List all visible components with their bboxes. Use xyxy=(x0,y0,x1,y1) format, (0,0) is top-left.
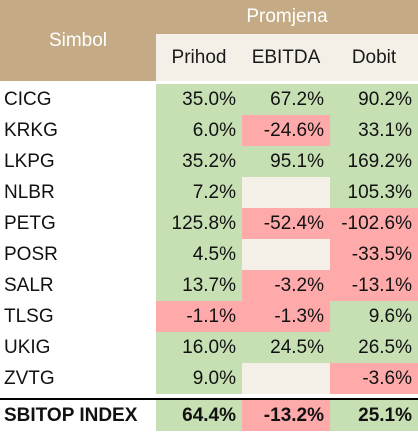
dobit-total-cell: 25.1% xyxy=(330,400,418,431)
symbol-cell: SALR xyxy=(0,270,156,301)
symbol-cell: TLSG xyxy=(0,301,156,332)
symbol-cell: PETG xyxy=(0,208,156,239)
table-row: KRKG 6.0% -24.6% 33.1% xyxy=(0,115,418,146)
table-row: PETG 125.8% -52.4% -102.6% xyxy=(0,208,418,239)
symbol-cell: CICG xyxy=(0,84,156,115)
dobit-cell: 26.5% xyxy=(330,332,418,363)
dobit-cell: -33.5% xyxy=(330,239,418,270)
table-row: UKIG 16.0% 24.5% 26.5% xyxy=(0,332,418,363)
dobit-cell: -102.6% xyxy=(330,208,418,239)
dobit-cell: 169.2% xyxy=(330,146,418,177)
index-symbol-cell: SBITOP INDEX xyxy=(0,400,156,431)
ebitda-cell: -24.6% xyxy=(242,115,330,146)
ebitda-cell xyxy=(242,239,330,270)
symbol-cell: UKIG xyxy=(0,332,156,363)
symbol-column-header: Simbol xyxy=(0,0,156,81)
prihod-cell: 35.0% xyxy=(156,84,242,115)
prihod-cell: 6.0% xyxy=(156,115,242,146)
ebitda-column-header: EBITDA xyxy=(242,34,330,81)
ebitda-cell xyxy=(242,363,330,394)
prihod-cell: 9.0% xyxy=(156,363,242,394)
table-row: LKPG 35.2% 95.1% 169.2% xyxy=(0,146,418,177)
table-row: POSR 4.5% -33.5% xyxy=(0,239,418,270)
ebitda-cell: 67.2% xyxy=(242,84,330,115)
table-row: ZVTG 9.0% -3.6% xyxy=(0,363,418,394)
ebitda-cell: -3.2% xyxy=(242,270,330,301)
prihod-cell: 35.2% xyxy=(156,146,242,177)
symbol-cell: POSR xyxy=(0,239,156,270)
prihod-total-cell: 64.4% xyxy=(156,400,242,431)
ebitda-cell: 24.5% xyxy=(242,332,330,363)
prihod-cell: 7.2% xyxy=(156,177,242,208)
dobit-cell: -3.6% xyxy=(330,363,418,394)
table-row: NLBR 7.2% 105.3% xyxy=(0,177,418,208)
ebitda-total-cell: -13.2% xyxy=(242,400,330,431)
dobit-cell: 90.2% xyxy=(330,84,418,115)
dobit-cell: 33.1% xyxy=(330,115,418,146)
symbol-cell: ZVTG xyxy=(0,363,156,394)
change-group-header: Promjena xyxy=(156,0,418,34)
symbol-cell: NLBR xyxy=(0,177,156,208)
dobit-cell: 105.3% xyxy=(330,177,418,208)
ebitda-cell: -52.4% xyxy=(242,208,330,239)
symbol-cell: KRKG xyxy=(0,115,156,146)
dobit-cell: 9.6% xyxy=(330,301,418,332)
prihod-cell: 4.5% xyxy=(156,239,242,270)
table-row: TLSG -1.1% -1.3% 9.6% xyxy=(0,301,418,332)
ebitda-cell: 95.1% xyxy=(242,146,330,177)
prihod-cell: 13.7% xyxy=(156,270,242,301)
prihod-cell: 125.8% xyxy=(156,208,242,239)
ebitda-cell: -1.3% xyxy=(242,301,330,332)
ebitda-cell xyxy=(242,177,330,208)
table-row: CICG 35.0% 67.2% 90.2% xyxy=(0,84,418,115)
prihod-column-header: Prihod xyxy=(156,34,242,81)
index-total-row: SBITOP INDEX 64.4% -13.2% 25.1% xyxy=(0,398,418,433)
prihod-cell: -1.1% xyxy=(156,301,242,332)
table-row: SALR 13.7% -3.2% -13.1% xyxy=(0,270,418,301)
dobit-cell: -13.1% xyxy=(330,270,418,301)
dobit-column-header: Dobit xyxy=(330,34,418,81)
symbol-cell: LKPG xyxy=(0,146,156,177)
prihod-cell: 16.0% xyxy=(156,332,242,363)
